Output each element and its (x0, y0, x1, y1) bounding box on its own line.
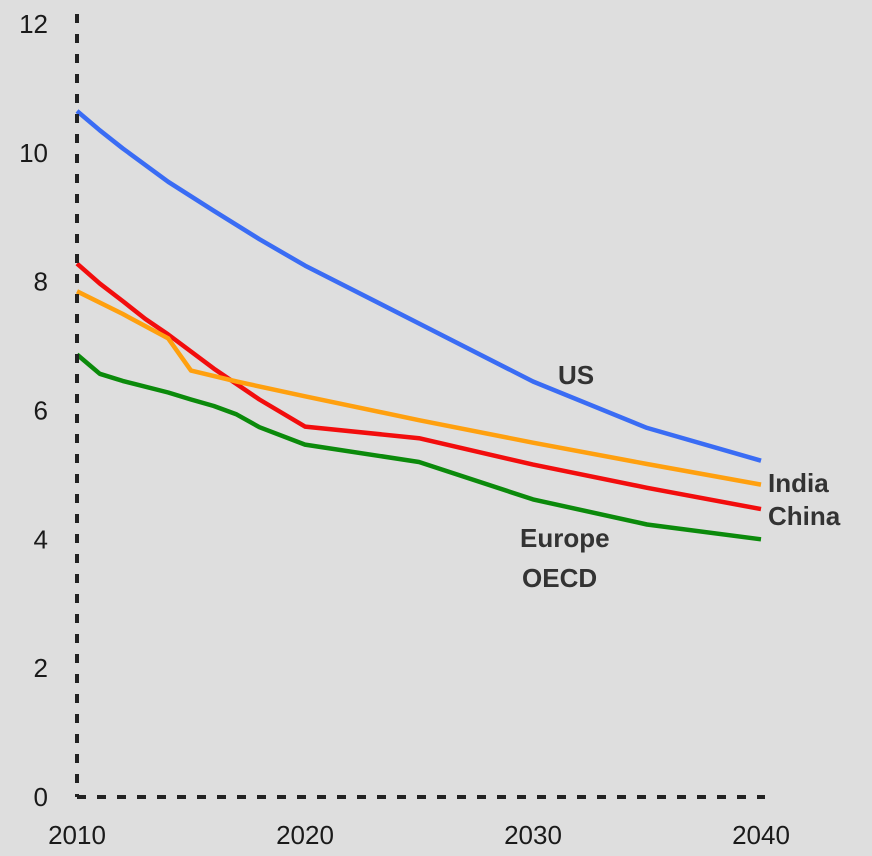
x-tick-label: 2010 (48, 820, 106, 850)
series-line-europe-oecd (75, 352, 762, 542)
y-tick-label: 4 (34, 524, 48, 554)
series-label-china: China (768, 501, 841, 531)
axis-layer (75, 14, 765, 799)
x-tick-label: 2040 (732, 820, 790, 850)
y-tick-label: 6 (34, 396, 48, 426)
y-tick-label: 12 (19, 9, 48, 39)
series-line-us (75, 109, 762, 463)
tick-label-layer: 0 2 4 6 8 10 12 2010 2020 2030 2040 (19, 9, 790, 850)
series-label-europe: Europe (520, 523, 610, 553)
series-label-layer: US India China Europe OECD (520, 360, 841, 593)
y-tick-label: 8 (34, 267, 48, 297)
series-label-oecd: OECD (522, 563, 597, 593)
x-tick-label: 2030 (504, 820, 562, 850)
y-tick-label: 2 (34, 653, 48, 683)
series-label-india: India (768, 468, 829, 498)
y-tick-label: 0 (34, 782, 48, 812)
y-tick-label: 10 (19, 138, 48, 168)
series-line-china (75, 261, 762, 512)
series-layer (75, 109, 762, 542)
series-label-us: US (558, 360, 594, 390)
x-tick-label: 2020 (276, 820, 334, 850)
series-line-india (76, 289, 762, 487)
